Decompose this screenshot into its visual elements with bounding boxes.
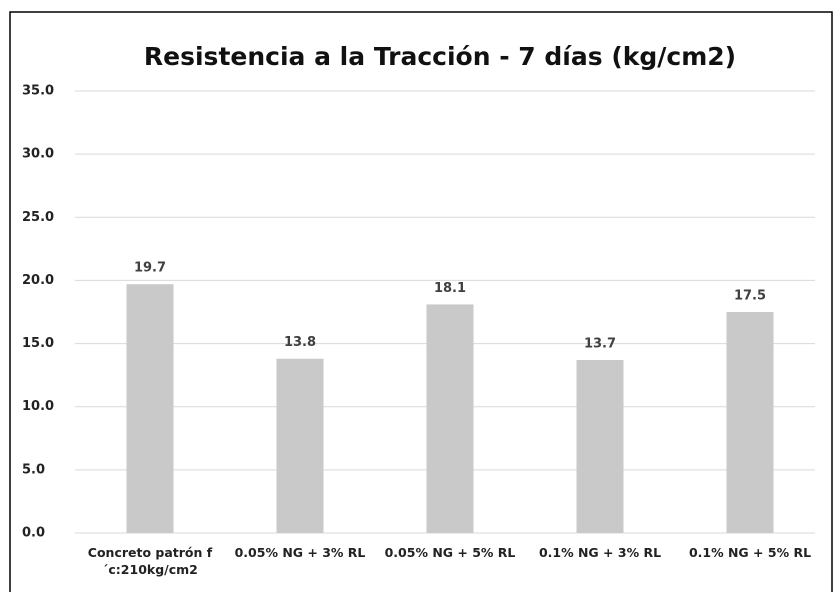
data-label: 13.8 <box>284 335 316 350</box>
data-label: 13.7 <box>584 336 616 351</box>
x-tick-label: 0.05% NG + 5% RL <box>384 545 516 560</box>
x-tick-label: Concreto patrón f´c:210kg/cm2 <box>87 545 213 577</box>
data-label: 18.1 <box>434 281 466 296</box>
bar <box>426 304 474 533</box>
data-label: 17.5 <box>734 289 766 304</box>
x-tick-label: 0.1% NG + 3% RL <box>538 545 662 560</box>
bar <box>576 359 624 533</box>
chart-title: Resistencia a la Tracción - 7 días (kg/c… <box>144 42 736 71</box>
y-tick-label: 5.0 <box>22 462 45 477</box>
bar <box>126 284 174 533</box>
x-tick-label: 0.1% NG + 5% RL <box>688 545 812 560</box>
y-tick-label: 10.0 <box>22 399 54 414</box>
y-tick-label: 15.0 <box>22 336 54 351</box>
y-tick-label: 30.0 <box>22 147 54 162</box>
bar <box>726 312 774 533</box>
y-tick-label: 35.0 <box>22 84 54 99</box>
bar <box>276 358 324 533</box>
x-tick-label: 0.05% NG + 3% RL <box>234 545 366 560</box>
y-tick-label: 25.0 <box>22 210 54 225</box>
data-label: 19.7 <box>134 261 166 276</box>
y-tick-label: 0.0 <box>22 526 45 541</box>
y-tick-label: 20.0 <box>22 273 54 288</box>
chart-frame <box>9 11 833 592</box>
